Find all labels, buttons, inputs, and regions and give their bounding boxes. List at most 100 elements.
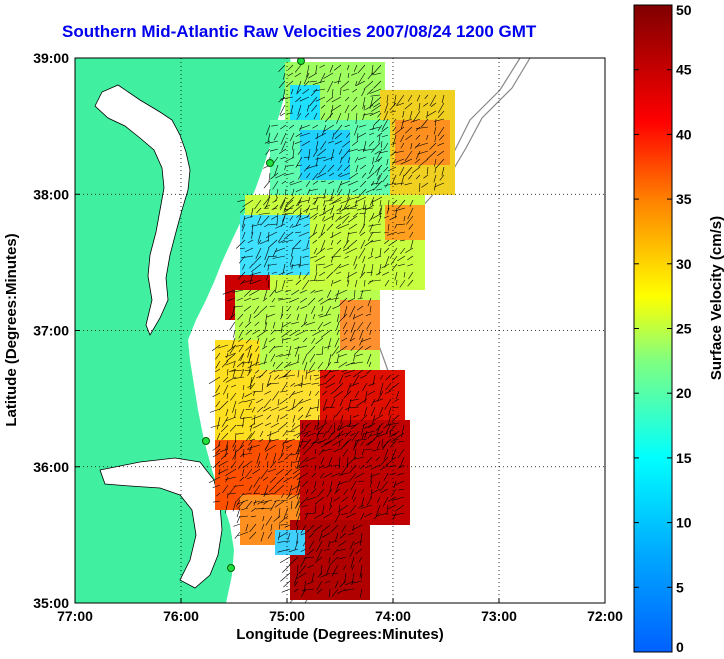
velocity-arrow bbox=[251, 507, 257, 512]
velocity-arrow bbox=[367, 255, 374, 259]
velocity-arrow bbox=[330, 398, 336, 409]
velocity-arrow bbox=[366, 88, 374, 95]
velocity-arrow bbox=[339, 353, 348, 357]
velocity-arrow bbox=[331, 196, 343, 204]
velocity-arrow bbox=[372, 448, 381, 452]
velocity-arrow bbox=[299, 124, 311, 130]
velocity-arrow bbox=[379, 480, 389, 492]
colorbar-tick-label: 30 bbox=[676, 256, 692, 272]
velocity-arrow bbox=[324, 414, 328, 424]
velocity-arrow bbox=[371, 488, 381, 494]
velocity-arrow bbox=[360, 414, 368, 422]
velocity-arrow bbox=[284, 468, 293, 476]
velocity-arrow bbox=[339, 374, 344, 384]
velocity-arrow bbox=[298, 263, 310, 267]
velocity-arrow bbox=[336, 321, 340, 331]
velocity-arrow bbox=[404, 102, 413, 110]
velocity-arrow bbox=[360, 532, 363, 546]
velocity-arrow bbox=[224, 352, 237, 358]
velocity-arrow bbox=[313, 196, 327, 199]
velocity-arrow bbox=[324, 438, 336, 445]
velocity-arrow bbox=[281, 279, 286, 290]
velocity-arrow bbox=[278, 515, 289, 524]
velocity-arrow bbox=[359, 180, 367, 188]
velocity-arrow bbox=[331, 472, 341, 478]
velocity-arrow bbox=[324, 112, 334, 123]
velocity-arrow bbox=[367, 172, 375, 180]
velocity-arrow bbox=[365, 464, 373, 468]
velocity-arrow bbox=[371, 96, 382, 106]
velocity-arrow bbox=[300, 297, 308, 303]
velocity-arrow bbox=[361, 572, 363, 580]
velocity-arrow bbox=[337, 72, 342, 85]
velocity-arrow bbox=[267, 460, 269, 468]
velocity-arrow bbox=[369, 432, 381, 437]
velocity-arrow bbox=[414, 142, 421, 149]
velocity-arrow bbox=[355, 164, 359, 173]
velocity-arrow bbox=[430, 102, 437, 107]
velocity-arrow bbox=[320, 239, 326, 252]
velocity-arrow bbox=[365, 104, 374, 111]
velocity-arrow bbox=[243, 305, 252, 312]
velocity-arrow bbox=[212, 460, 221, 469]
velocity-arrow bbox=[336, 588, 347, 594]
velocity-arrow bbox=[327, 337, 332, 350]
velocity-arrow bbox=[363, 140, 367, 153]
velocity-arrow bbox=[367, 231, 374, 242]
velocity-arrow bbox=[259, 430, 264, 437]
velocity-arrow bbox=[291, 188, 295, 197]
velocity-arrow bbox=[302, 540, 307, 547]
velocity-arrow bbox=[220, 424, 229, 433]
velocity-arrow bbox=[292, 414, 296, 423]
velocity-arrow bbox=[316, 247, 326, 256]
velocity-arrow bbox=[272, 180, 279, 190]
velocity-arrow bbox=[261, 507, 273, 510]
velocity-arrow bbox=[317, 361, 324, 369]
velocity-arrow bbox=[409, 231, 414, 238]
velocity-arrow bbox=[292, 239, 302, 250]
velocity-arrow bbox=[243, 398, 256, 403]
velocity-arrow bbox=[336, 207, 342, 211]
velocity-arrow bbox=[292, 472, 301, 479]
velocity-arrow bbox=[327, 247, 334, 250]
velocity-arrow bbox=[346, 512, 357, 518]
velocity-arrow bbox=[248, 360, 253, 373]
velocity-arrow bbox=[394, 480, 405, 486]
velocity-arrow bbox=[381, 134, 389, 138]
velocity-arrow bbox=[399, 279, 406, 288]
velocity-arrow bbox=[349, 382, 360, 387]
velocity-arrow bbox=[355, 456, 365, 460]
velocity-arrow bbox=[253, 499, 257, 506]
velocity-arrow bbox=[341, 496, 349, 502]
velocity-arrow bbox=[424, 94, 429, 99]
velocity-arrow bbox=[313, 148, 319, 157]
velocity-arrow bbox=[339, 580, 347, 588]
velocity-arrow bbox=[244, 369, 252, 371]
velocity-arrow bbox=[331, 345, 340, 357]
velocity-arrow bbox=[250, 374, 256, 385]
velocity-arrow bbox=[377, 112, 382, 118]
velocity-arrow bbox=[329, 556, 339, 566]
velocity-arrow bbox=[344, 329, 348, 335]
velocity-arrow bbox=[285, 199, 294, 207]
velocity-arrow bbox=[221, 432, 229, 441]
velocity-arrow bbox=[367, 432, 373, 439]
velocity-arrow bbox=[323, 199, 326, 207]
velocity-arrow bbox=[286, 305, 292, 312]
velocity-arrow bbox=[288, 484, 293, 497]
velocity-arrow bbox=[314, 504, 317, 513]
velocity-arrow bbox=[287, 313, 292, 319]
velocity-arrow bbox=[281, 239, 294, 243]
velocity-arrow bbox=[397, 448, 405, 459]
velocity-arrow bbox=[315, 337, 324, 345]
velocity-arrow bbox=[254, 321, 260, 327]
velocity-arrow bbox=[290, 382, 296, 387]
velocity-arrow bbox=[373, 102, 381, 108]
velocity-arrow bbox=[302, 247, 310, 251]
velocity-arrow bbox=[276, 212, 279, 226]
velocity-arrow bbox=[296, 532, 299, 544]
velocity-arrow bbox=[364, 390, 368, 404]
velocity-arrow bbox=[358, 72, 366, 84]
velocity-arrow bbox=[253, 484, 261, 494]
velocity-arrow bbox=[315, 64, 318, 74]
